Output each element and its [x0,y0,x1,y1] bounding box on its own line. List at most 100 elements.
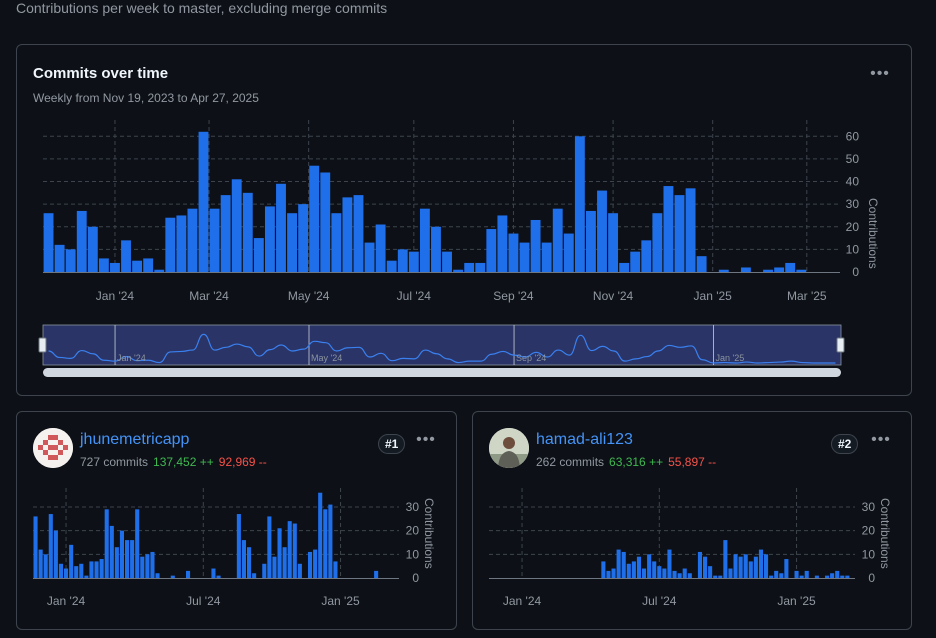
bar[interactable] [272,556,277,578]
bar[interactable] [342,197,353,272]
bar[interactable] [69,544,74,578]
bar[interactable] [309,165,320,272]
bar[interactable] [318,492,323,578]
navigator-handle-right[interactable] [836,337,845,353]
bar[interactable] [733,554,738,578]
contributor-name[interactable]: hamad-ali123 [536,431,633,448]
bar[interactable] [98,258,109,272]
bar[interactable] [65,249,76,272]
more-options-icon[interactable]: ••• [870,65,890,82]
bar[interactable] [114,547,119,578]
bar[interactable] [606,570,611,578]
bar[interactable] [298,204,309,272]
avatar[interactable] [33,428,73,468]
bar[interactable] [835,570,840,578]
bar[interactable] [586,210,596,272]
bar[interactable] [333,561,338,578]
bar[interactable] [99,559,104,578]
bar[interactable] [779,573,784,578]
bar[interactable] [79,563,84,578]
bar[interactable] [287,213,297,272]
bar[interactable] [264,206,275,272]
bar[interactable] [287,521,292,578]
bar[interactable] [636,556,641,578]
bar[interactable] [386,260,397,272]
bar[interactable] [328,504,333,578]
bar[interactable] [785,262,796,272]
bar[interactable] [253,238,264,272]
bar[interactable] [262,563,267,578]
bar[interactable] [104,509,109,578]
bar[interactable] [94,561,99,578]
bar[interactable] [763,269,773,272]
bar[interactable] [530,219,541,272]
bar[interactable] [753,556,758,578]
bar[interactable] [799,575,804,578]
bar[interactable] [723,540,728,578]
bar[interactable] [796,269,807,272]
bar[interactable] [292,523,297,578]
bar[interactable] [119,530,124,578]
bar[interactable] [845,575,850,578]
bar[interactable] [331,213,342,272]
bar[interactable] [76,210,87,272]
bar[interactable] [58,563,63,578]
navigator-scrollbar[interactable] [43,368,841,377]
bar[interactable] [769,575,774,578]
bar[interactable] [652,561,657,578]
bar[interactable] [252,573,257,578]
bar[interactable] [685,188,696,272]
bar[interactable] [282,547,287,578]
bar[interactable] [442,251,452,272]
bar[interactable] [154,269,165,272]
bar[interactable] [621,551,626,578]
bar[interactable] [64,568,69,578]
bar[interactable] [574,136,585,272]
bar[interactable] [626,563,631,578]
bar[interactable] [713,575,718,578]
bar[interactable] [718,269,729,272]
bar[interactable] [696,256,707,272]
bar[interactable] [187,208,198,272]
navigator-handle-left[interactable] [38,337,47,353]
bar[interactable] [657,566,662,578]
bar[interactable] [508,233,519,272]
bar[interactable] [601,561,606,578]
bar[interactable] [297,563,302,578]
bar[interactable] [662,568,667,578]
bar[interactable] [464,262,475,272]
bar[interactable] [110,262,120,272]
bar[interactable] [597,190,607,272]
bar[interactable] [130,540,135,578]
bar[interactable] [220,195,231,272]
bar[interactable] [374,570,379,578]
bar[interactable] [33,516,38,578]
bar[interactable] [364,242,375,272]
bar[interactable] [431,226,441,272]
bar[interactable] [87,226,98,272]
bar[interactable] [475,262,486,272]
bar[interactable] [155,573,160,578]
bar[interactable] [276,183,286,272]
bar[interactable] [74,566,79,578]
bar[interactable] [497,215,508,272]
bar[interactable] [209,208,220,272]
bar[interactable] [353,195,364,272]
bar[interactable] [619,262,630,272]
bar[interactable] [54,244,65,272]
bar[interactable] [132,260,143,272]
bar[interactable] [611,568,616,578]
bar[interactable] [794,570,799,578]
bar[interactable] [165,217,176,272]
bar[interactable] [738,556,743,578]
bar[interactable] [43,213,54,272]
bar[interactable] [541,242,552,272]
bar[interactable] [125,540,130,578]
bar[interactable] [697,551,702,578]
bar[interactable] [674,195,685,272]
bar[interactable] [784,559,789,578]
range-navigator[interactable]: Jan '24 May '24 Sep '24 Jan '25 [38,324,845,377]
bar[interactable] [672,570,677,578]
bar[interactable] [216,575,221,578]
bar[interactable] [718,575,723,578]
